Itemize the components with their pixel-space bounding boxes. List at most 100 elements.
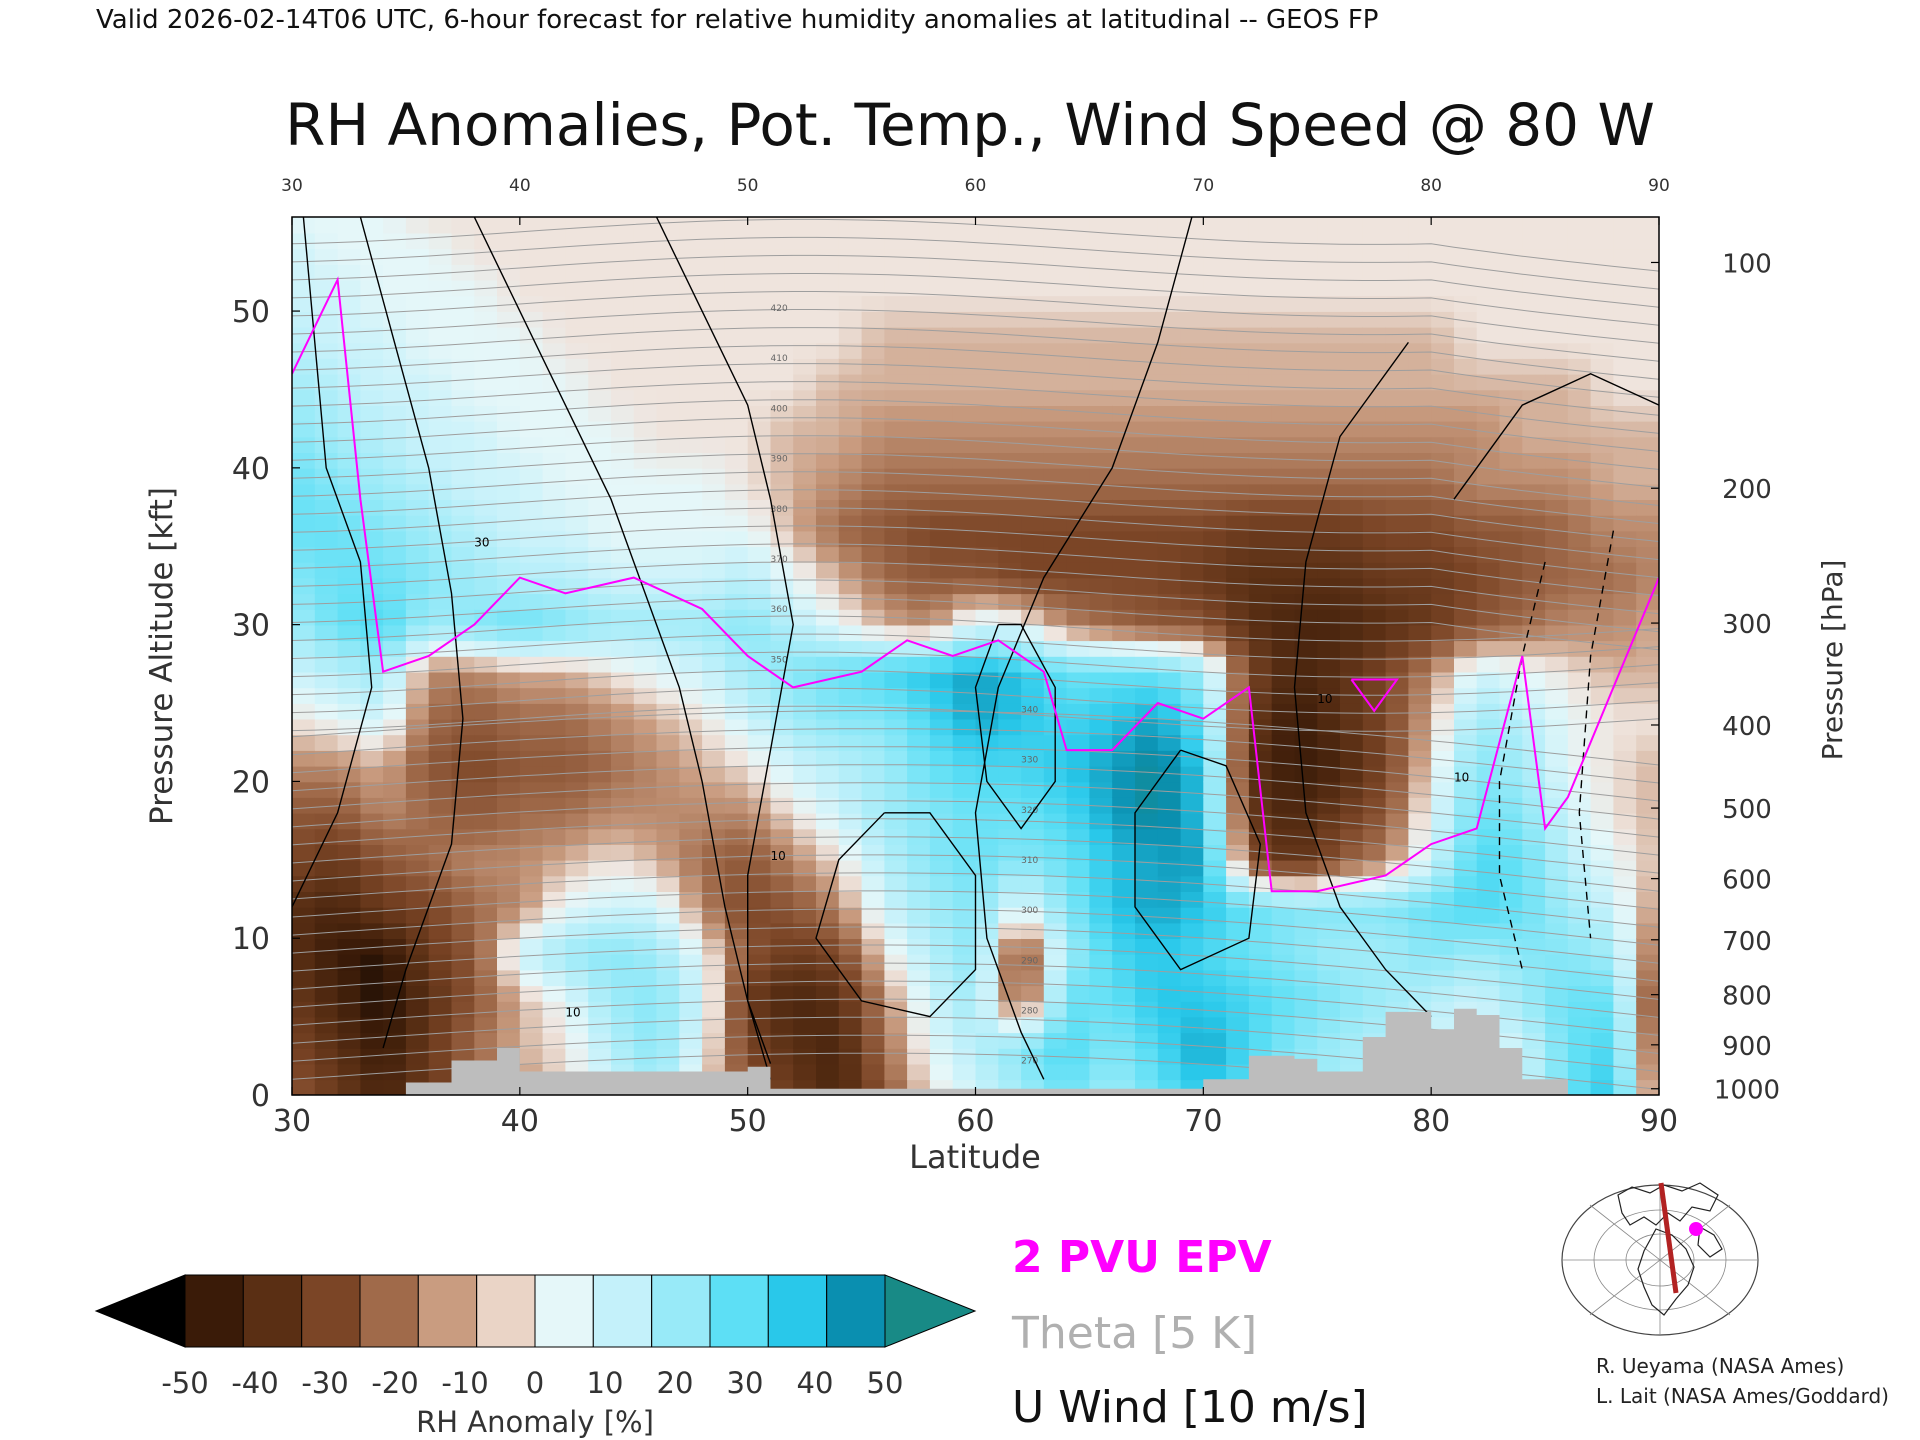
rh-anomaly-cell: [1590, 1016, 1615, 1034]
rh-anomaly-cell: [770, 499, 795, 516]
theta-contour-label: 320: [1021, 806, 1038, 816]
pressure-tick-label: 200: [1722, 475, 1772, 505]
rh-anomaly-cell: [952, 1032, 977, 1049]
rh-anomaly-cell: [1362, 499, 1387, 516]
rh-anomaly-cell: [793, 718, 817, 736]
rh-anomaly-cell: [1590, 452, 1615, 469]
rh-anomaly-cell: [747, 734, 772, 751]
rh-anomaly-cell: [1271, 640, 1296, 657]
rh-anomaly-cell: [1180, 546, 1205, 563]
rh-anomaly-cell: [1203, 530, 1227, 548]
rh-anomaly-cell: [1180, 985, 1205, 1002]
theta-contour-label: 300: [1021, 906, 1038, 916]
rh-anomaly-cell: [1203, 828, 1227, 845]
rh-anomaly-cell: [838, 561, 863, 579]
rh-anomaly-cell: [588, 938, 612, 955]
rh-anomaly-cell: [816, 326, 840, 344]
rh-anomaly-cell: [1431, 577, 1455, 595]
rh-anomaly-cell: [1476, 483, 1501, 500]
rh-anomaly-cell: [816, 938, 840, 955]
rh-anomaly-cell: [1545, 624, 1569, 642]
rh-anomaly-cell: [770, 734, 795, 751]
rh-anomaly-cell: [1408, 797, 1432, 814]
rh-anomaly-cell: [383, 326, 407, 344]
rh-anomaly-cell: [1499, 906, 1524, 924]
rh-anomaly-cell: [1454, 609, 1478, 626]
rh-anomaly-cell: [1112, 624, 1136, 642]
rh-anomaly-cell: [565, 342, 589, 359]
rh-anomaly-cell: [1545, 232, 1569, 250]
rh-anomaly-cell: [565, 703, 589, 720]
rh-anomaly-cell: [907, 593, 931, 610]
rh-anomaly-cell: [1135, 232, 1159, 250]
rh-anomaly-cell: [611, 781, 635, 798]
rh-anomaly-cell: [1089, 264, 1113, 281]
rh-anomaly-cell: [861, 389, 886, 406]
rh-anomaly-cell: [1294, 499, 1319, 516]
rh-anomaly-cell: [1567, 750, 1592, 767]
rh-anomaly-cell: [405, 891, 430, 908]
rh-anomaly-cell: [1317, 938, 1341, 955]
rh-anomaly-cell: [907, 530, 931, 548]
rh-anomaly-cell: [1340, 405, 1364, 422]
rh-anomaly-cell: [1157, 232, 1182, 250]
rh-anomaly-cell: [337, 264, 362, 281]
rh-anomaly-cell: [1522, 499, 1546, 516]
rh-anomaly-cell: [770, 561, 795, 579]
rh-anomaly-cell: [292, 1032, 316, 1049]
rh-anomaly-cell: [1613, 828, 1637, 845]
rh-anomaly-cell: [1248, 812, 1273, 830]
rh-anomaly-cell: [907, 436, 931, 453]
rh-anomaly-cell: [1590, 609, 1615, 626]
rh-anomaly-cell: [337, 828, 362, 845]
rh-anomaly-cell: [1203, 1000, 1227, 1018]
rh-anomaly-cell: [1545, 405, 1569, 422]
theta-contour: [292, 872, 1659, 928]
rh-anomaly-cell: [451, 812, 476, 830]
rh-anomaly-cell: [1522, 624, 1546, 642]
rh-anomaly-cell: [884, 765, 908, 783]
rh-anomaly-cell: [1590, 217, 1615, 234]
rh-anomaly-cell: [497, 891, 521, 908]
rh-anomaly-cell: [314, 953, 339, 971]
rh-anomaly-cell: [770, 624, 795, 642]
rh-anomaly-cell: [1362, 640, 1387, 657]
rh-anomaly-cell: [1408, 687, 1432, 704]
rh-anomaly-cell: [405, 311, 430, 328]
rh-anomaly-cell: [1226, 326, 1250, 344]
rh-anomaly-cell: [1499, 765, 1524, 783]
rh-anomaly-cell: [1180, 922, 1205, 939]
rh-anomaly-cell: [1112, 938, 1136, 955]
rh-anomaly-cell: [724, 875, 749, 892]
rh-anomaly-cell: [1066, 342, 1091, 359]
rh-anomaly-cell: [1340, 1016, 1364, 1034]
rh-anomaly-cell: [314, 405, 339, 422]
rh-anomaly-cell: [679, 326, 703, 344]
rh-anomaly-cell: [907, 844, 931, 861]
rh-anomaly-cell: [1613, 577, 1637, 595]
rh-anomaly-cell: [314, 797, 339, 814]
rh-anomaly-cell: [519, 750, 544, 767]
rh-anomaly-cell: [1522, 985, 1546, 1002]
rh-anomaly-cell: [383, 436, 407, 453]
rh-anomaly-cell: [861, 969, 886, 987]
rh-anomaly-cell: [1499, 452, 1524, 469]
rh-anomaly-cell: [929, 781, 954, 798]
rh-anomaly-cell: [383, 781, 407, 798]
terrain-mask: [405, 1008, 1568, 1095]
rh-anomaly-cell: [679, 530, 703, 548]
rh-anomaly-cell: [588, 906, 612, 924]
rh-anomaly-cell: [816, 922, 840, 939]
rh-anomaly-cell: [929, 1048, 954, 1065]
rh-anomaly-cell: [1385, 812, 1410, 830]
rh-anomaly-cell: [838, 1016, 863, 1034]
rh-anomaly-cell: [929, 389, 954, 406]
rh-anomaly-cell: [998, 1032, 1022, 1049]
rh-anomaly-cell: [1590, 875, 1615, 892]
rh-anomaly-cell: [1385, 248, 1410, 265]
rh-anomaly-cell: [952, 373, 977, 391]
rh-anomaly-cell: [1112, 844, 1136, 861]
rh-anomaly-cell: [1226, 953, 1250, 971]
rh-anomaly-cell: [588, 420, 612, 438]
